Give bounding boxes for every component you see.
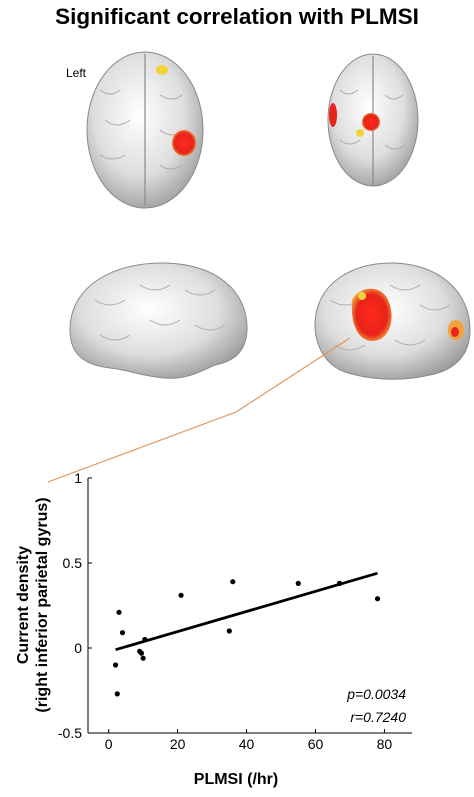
x-tick-label: 80 — [377, 736, 393, 752]
activation-blob — [329, 103, 337, 127]
plot-fit — [115, 571, 378, 652]
activation-blob — [451, 327, 459, 337]
data-point — [230, 579, 236, 585]
activation-blob — [358, 292, 366, 300]
x-tick-label: 0 — [105, 736, 113, 752]
brain-rear-view — [327, 53, 419, 187]
data-point — [374, 596, 381, 602]
brain-right-lateral-view — [314, 262, 471, 380]
p-value: p=0.0034 — [346, 686, 406, 702]
y-tick-label: -0.5 — [58, 725, 82, 741]
activation-blob — [356, 129, 364, 137]
activation-blob — [362, 113, 380, 131]
data-point — [178, 592, 184, 598]
plot-axes — [87, 478, 412, 734]
data-point — [116, 609, 122, 615]
brain-top-view — [86, 51, 204, 209]
y-tick-label: 0.5 — [63, 555, 83, 571]
data-point — [295, 580, 301, 587]
regression-line — [115, 571, 378, 652]
data-point — [226, 628, 232, 634]
x-tick-label: 60 — [308, 736, 324, 752]
figure-title: Significant correlation with PLMSI — [55, 4, 419, 29]
y-axis-label-line2: (right inferior parietal gyrus) — [34, 497, 51, 712]
activation-blob — [172, 130, 196, 156]
y-axis-label-line1: Current density — [15, 546, 32, 664]
scatter-plot: 0 20 40 60 80 -0.5 0 0.5 1 p=0.0034 r=0.7240 PLM… — [15, 470, 412, 788]
data-point — [112, 662, 119, 668]
data-point — [114, 691, 120, 697]
y-tick-label: 0 — [74, 640, 82, 656]
x-tick-label: 40 — [239, 736, 255, 752]
data-point — [140, 655, 146, 661]
data-point — [119, 630, 126, 636]
data-point — [138, 650, 145, 656]
activation-blob — [156, 65, 168, 75]
x-axis-label: PLMSI (/hr) — [194, 771, 278, 788]
brain-left-lateral-view — [69, 262, 248, 379]
connector-line — [47, 337, 351, 483]
activation-blob — [351, 288, 392, 341]
r-value: r=0.7240 — [350, 709, 406, 725]
plot-ticks: 0 20 40 60 80 -0.5 0 0.5 1 — [58, 470, 393, 752]
left-view-label: Left — [66, 66, 87, 80]
y-tick-label: 1 — [74, 470, 82, 486]
x-tick-label: 20 — [170, 736, 186, 752]
